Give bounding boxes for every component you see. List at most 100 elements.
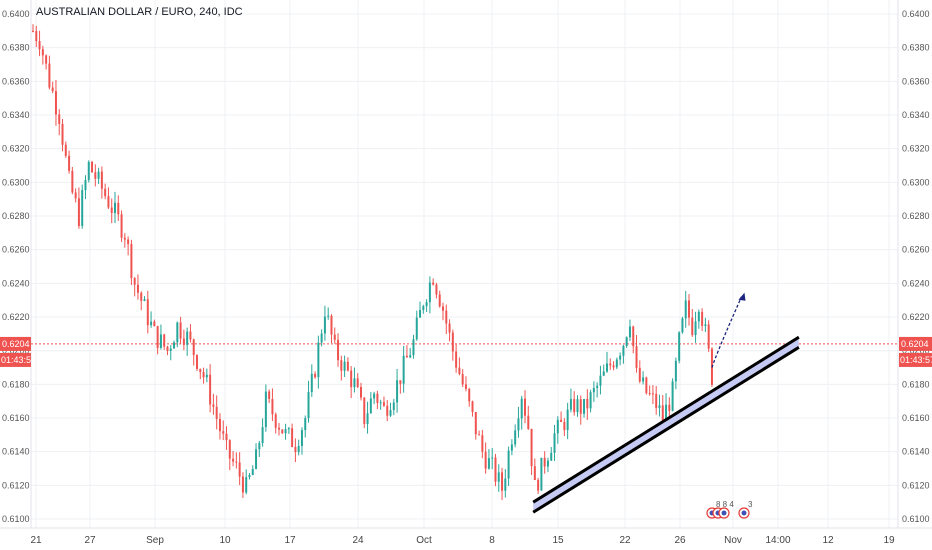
event-icon-core — [741, 510, 747, 516]
candle-body — [540, 457, 543, 491]
x-tick-label: 27 — [84, 535, 96, 546]
candle-body — [271, 398, 274, 415]
candle-body — [648, 393, 651, 395]
candle-body — [281, 429, 284, 434]
y-tick-label: 0.6380 — [2, 43, 30, 53]
candle-body — [317, 342, 320, 378]
x-axis[interactable]: 21 27 Sep 10 17 24 Oct 8 15 22 26 Nov 14:00 12 19 — [30, 535, 895, 546]
y-tick-label: 0.6320 — [2, 144, 30, 154]
candle-body — [569, 399, 572, 410]
candle-body — [566, 409, 569, 431]
candle-body — [114, 202, 116, 213]
candle-body — [287, 428, 290, 430]
candle-body — [356, 378, 359, 387]
candle-body — [255, 449, 258, 469]
candle-body — [323, 316, 326, 334]
y-axis-right[interactable]: 0.6400 0.6380 0.6360 0.6340 0.6320 0.6300 0.62… — [902, 9, 930, 524]
candle-body — [435, 284, 438, 295]
candle-body — [487, 458, 490, 469]
candle-body — [583, 398, 586, 414]
candle-body — [491, 457, 494, 459]
candle-body — [501, 472, 504, 491]
candle-body — [668, 404, 671, 411]
candle-body — [592, 387, 595, 393]
y-tick-label: 0.6160 — [2, 413, 30, 423]
candle-body — [707, 324, 710, 349]
candle-body — [71, 170, 74, 193]
y-tick-label: 0.6220 — [2, 312, 30, 322]
candle-body — [396, 380, 399, 403]
countdown-tag — [0, 352, 31, 367]
candle-body — [596, 385, 599, 388]
candle-body — [35, 31, 38, 42]
candle-body — [494, 457, 497, 482]
candle-body — [68, 155, 71, 171]
trend-channel[interactable] — [532, 335, 800, 514]
candle-body — [173, 342, 176, 349]
y-tick-label: 0.6300 — [2, 177, 30, 187]
candle-body — [553, 433, 556, 453]
candle-body — [107, 196, 110, 208]
candle-body — [392, 402, 395, 411]
candle-body — [258, 443, 261, 450]
candle-body — [251, 468, 254, 475]
arrowhead — [738, 292, 746, 301]
candle-body — [133, 278, 136, 285]
candle-body — [537, 480, 540, 491]
candle-body — [455, 351, 458, 368]
candle-body — [232, 458, 235, 462]
y-tick-label: 0.6180 — [2, 379, 30, 389]
candle-body — [405, 355, 408, 358]
y-tick-label: 0.6400 — [2, 9, 30, 19]
candle-body — [58, 114, 61, 124]
candle-body — [622, 346, 625, 356]
y-axis-left[interactable]: 0.6400 0.6380 0.6360 0.6340 0.6320 0.6300 0.62… — [2, 9, 30, 524]
candle-body — [360, 386, 362, 398]
candle-body — [117, 202, 120, 215]
candle-body — [563, 421, 566, 431]
x-tick-label: 14:00 — [765, 535, 790, 546]
candle-body — [697, 311, 700, 322]
candle-body — [704, 324, 707, 326]
channel-fill — [533, 337, 799, 513]
candle-body — [97, 171, 100, 179]
event-markers[interactable]: 8 8 4 3 — [706, 500, 753, 519]
grid-lines — [31, 0, 898, 528]
x-tick-label: Oct — [416, 535, 432, 546]
x-tick-label: 22 — [619, 535, 631, 546]
candle-body — [304, 418, 307, 431]
candle-body — [330, 315, 333, 335]
candle-body — [307, 392, 310, 419]
y-tick-label: 0.6340 — [902, 110, 930, 120]
candle-body — [464, 384, 467, 389]
y-tick-label: 0.6380 — [902, 43, 930, 53]
price-tag-label: 0.6204 — [2, 339, 30, 349]
candle-body — [363, 397, 366, 425]
candle-body — [199, 368, 202, 373]
candle-body — [615, 359, 618, 368]
x-tick-label: 15 — [552, 535, 564, 546]
candle-body — [451, 332, 454, 352]
y-tick-label: 0.6240 — [2, 278, 30, 288]
candle-body — [533, 466, 536, 481]
countdown-tag-label: 01:43:57 — [900, 355, 932, 365]
y-tick-label: 0.6120 — [2, 480, 30, 490]
candle-body — [64, 144, 67, 156]
channel-lower-line — [532, 346, 800, 514]
candle-body — [274, 414, 277, 428]
candle-body — [48, 63, 51, 88]
candle-body — [619, 355, 622, 360]
projection-arrow[interactable] — [711, 292, 746, 368]
candle-body — [635, 346, 638, 368]
y-tick-label: 0.6160 — [902, 413, 930, 423]
candle-body — [448, 323, 451, 333]
candle-body — [212, 404, 215, 407]
candle-body — [346, 361, 349, 371]
chart-title: AUSTRALIAN DOLLAR / EURO, 240, IDC — [36, 6, 243, 18]
candle-body — [163, 334, 166, 347]
candle-body — [386, 405, 389, 416]
candle-body — [314, 373, 317, 378]
price-tag — [899, 336, 932, 351]
x-tick-label: 26 — [674, 535, 686, 546]
